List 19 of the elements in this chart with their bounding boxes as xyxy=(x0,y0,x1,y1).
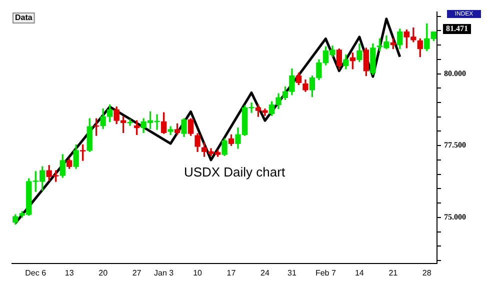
x-tick-label: Feb 7 xyxy=(315,268,336,278)
x-tick-label: 13 xyxy=(64,268,74,278)
x-tick-label: Dec 6 xyxy=(25,268,47,278)
annotation: Data xyxy=(15,13,33,22)
y-tick-label: 77.500 xyxy=(444,140,466,150)
annotation: USDX Daily chart xyxy=(184,164,286,180)
y-tick-label: 80.000 xyxy=(444,68,466,78)
y-tick-label: 75.000 xyxy=(444,212,466,222)
x-tick-label: 14 xyxy=(354,268,364,278)
x-tick-label: 10 xyxy=(193,268,203,278)
x-tick-label: 28 xyxy=(422,268,432,278)
x-tick-label: 31 xyxy=(288,268,297,278)
text: 81.471 xyxy=(446,24,468,34)
x-tick-label: 21 xyxy=(388,268,398,278)
x-tick-label: 17 xyxy=(226,268,236,278)
x-tick-label: 20 xyxy=(98,268,108,278)
x-tick-label: Jan 3 xyxy=(154,268,174,278)
x-tick-label: 27 xyxy=(132,268,142,278)
x-tick-label: 24 xyxy=(260,268,270,278)
